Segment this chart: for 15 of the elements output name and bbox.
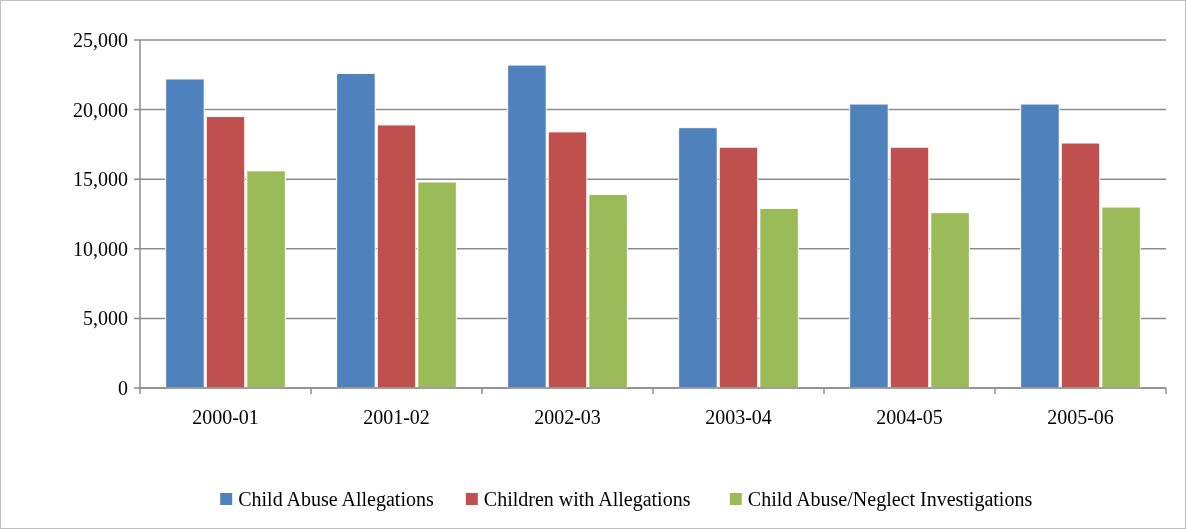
x-tick-label: 2005-06 <box>1047 406 1114 428</box>
x-tick-label: 2002-03 <box>534 406 601 428</box>
x-tick-label: 2001-02 <box>363 406 430 428</box>
x-tick-label: 2000-01 <box>192 406 259 428</box>
legend-label: Children with Allegations <box>483 488 691 511</box>
y-tick-label: 25,000 <box>73 29 128 51</box>
legend-label: Child Abuse Allegations <box>238 488 434 511</box>
y-tick-label: 0 <box>118 377 128 399</box>
y-tick-label: 15,000 <box>73 168 128 191</box>
legend-label: Child Abuse/Neglect Investigations <box>747 488 1033 511</box>
y-tick-label: 20,000 <box>73 98 128 121</box>
x-tick-label: 2004-05 <box>876 406 943 428</box>
y-tick-label: 10,000 <box>73 237 128 260</box>
y-tick-label: 5,000 <box>83 307 128 330</box>
x-tick-label: 2003-04 <box>705 406 772 428</box>
